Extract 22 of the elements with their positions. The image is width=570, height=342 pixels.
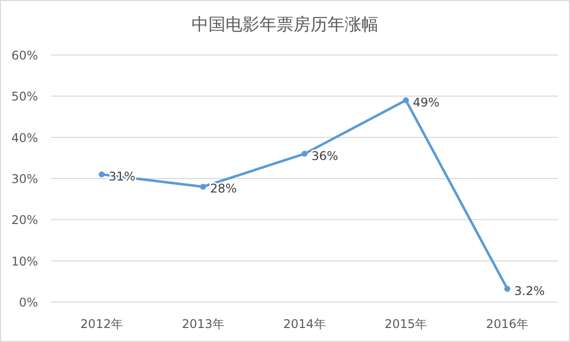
data-label: 3.2% (514, 284, 545, 298)
x-tick-label: 2014年 (283, 317, 326, 331)
y-tick-label: 20% (11, 213, 38, 228)
y-tick-label: 50% (11, 90, 38, 104)
y-tick-label: 60% (11, 48, 38, 62)
point (504, 286, 510, 292)
chart-title: 中国电影年票房历年涨幅 (192, 15, 378, 35)
point (98, 171, 105, 178)
x-tick-label: 2012年 (80, 317, 123, 331)
data-label: 28% (210, 182, 237, 196)
y-tick-label: 0% (18, 296, 38, 310)
point (402, 97, 409, 104)
x-tick-label: 2015年 (384, 317, 428, 331)
point (200, 184, 206, 190)
data-label: 49% (412, 95, 440, 110)
point (302, 150, 308, 157)
y-tick-label: 30% (11, 172, 38, 186)
y-tick-label: 10% (11, 254, 38, 268)
x-tick-label: 2013年 (182, 317, 224, 331)
y-tick-label: 40% (11, 130, 38, 145)
x-tick-label: 2016年 (486, 317, 529, 331)
data-label: 36% (312, 148, 338, 163)
